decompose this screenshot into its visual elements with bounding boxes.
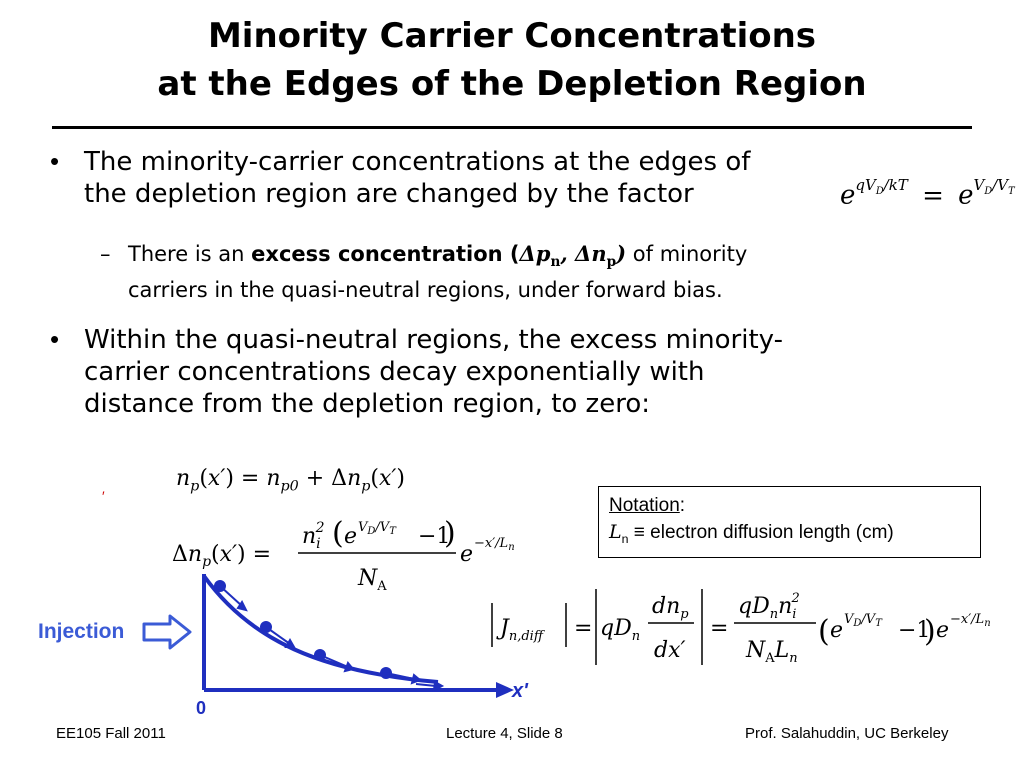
svg-text:(: ( [332, 516, 344, 551]
svg-text:=: = [710, 616, 728, 641]
svg-text:(: ( [818, 614, 830, 649]
svg-text:qDn: qDn [600, 616, 640, 644]
svg-text:e: e [936, 618, 949, 643]
decay-curve [202, 574, 439, 684]
svg-text:−x′/Ln: −x′/Ln [474, 536, 515, 553]
x-prime-label: x' [512, 680, 528, 702]
diffusion-current-equation: Jn,diff = qDn dnp dx′ = qDnni2 NALn ( e … [491, 589, 991, 666]
sub-bullet-prefix: There is an [128, 242, 245, 266]
svg-text:e: e [460, 542, 473, 567]
footer-center: Lecture 4, Slide 8 [446, 725, 563, 742]
svg-text:ni2: ni2 [302, 520, 325, 552]
sub-bullet-line-2: carriers in the quasi-neutral regions, u… [128, 278, 723, 303]
bullet-2: Within the quasi-neutral regions, the ex… [84, 324, 783, 420]
excess-symbols: Δpn, Δnp) [519, 241, 627, 271]
bullet-2-line-1: Within the quasi-neutral regions, the ex… [84, 325, 783, 355]
svg-text:qDnni2: qDnni2 [738, 591, 800, 622]
svg-text:dnp: dnp [652, 594, 689, 622]
excess-np-equation: Δnp(x′) = ni2 ( e VD/VT −1 ) NA e −x′/Ln [172, 516, 515, 594]
bullet-1-line-1: The minority-carrier concentrations at t… [84, 147, 751, 177]
svg-text:): ) [924, 614, 936, 649]
ln-symbol: L [609, 521, 622, 543]
sub-bullet: There is an excess concentration (Δpn, Δ… [128, 240, 747, 304]
origin-label: 0 [196, 698, 207, 718]
boltzmann-factor-equation: eqVD/kT = eVD/VT [840, 176, 1015, 211]
svg-text:Δnp(x′) =: Δnp(x′) = [172, 542, 271, 570]
carrier-dots [214, 580, 445, 692]
notation-heading: Notation [609, 495, 680, 516]
x-axis-arrow-icon [496, 682, 514, 698]
svg-text:e: e [344, 524, 357, 549]
svg-text:dx′: dx′ [654, 638, 686, 663]
svg-text:e: e [830, 618, 843, 643]
title-line-1: Minority Carrier Concentrations [207, 16, 817, 56]
svg-text:VD/VT: VD/VT [358, 520, 397, 537]
svg-text:−1: −1 [418, 524, 450, 549]
injection-arrow-icon [142, 614, 192, 650]
title-underline [52, 126, 972, 129]
svg-text:): ) [444, 516, 456, 551]
notation-text: electron diffusion length (cm) [650, 522, 894, 543]
bullet-1-line-2: the depletion region are changed by the … [84, 179, 694, 209]
svg-text:−1: −1 [898, 618, 930, 643]
sub-bullet-suffix: of minority [632, 242, 748, 266]
title-line-2: at the Edges of the Depletion Region [157, 64, 867, 104]
np-total-equation: np(x′) = np0 + Δnp(x′) [176, 466, 405, 495]
bullet-dot: • [50, 146, 60, 176]
slide-title: Minority Carrier Concentrations at the E… [0, 12, 1024, 108]
footer-left: EE105 Fall 2011 [56, 725, 166, 742]
bullet-2-line-3: distance from the depletion region, to z… [84, 389, 650, 419]
svg-text:NALn: NALn [745, 638, 798, 666]
bullet-2-line-2: carrier concentrations decay exponential… [84, 357, 705, 387]
notation-box: Notation: Ln ≡ electron diffusion length… [598, 486, 981, 558]
injection-label: Injection [38, 620, 125, 643]
bullet-dot: • [50, 324, 60, 354]
footer-right: Prof. Salahuddin, UC Berkeley [745, 725, 949, 742]
svg-text:=: = [574, 616, 592, 641]
sub-bullet-bold: excess concentration ( [251, 242, 520, 266]
svg-text:VD/VT: VD/VT [844, 612, 883, 629]
decay-diagram [202, 574, 514, 698]
svg-text:−x′/Ln: −x′/Ln [950, 612, 991, 629]
dash-marker: – [100, 242, 111, 266]
stray-mark: ′ [102, 488, 105, 504]
bullet-1: The minority-carrier concentrations at t… [84, 146, 750, 210]
